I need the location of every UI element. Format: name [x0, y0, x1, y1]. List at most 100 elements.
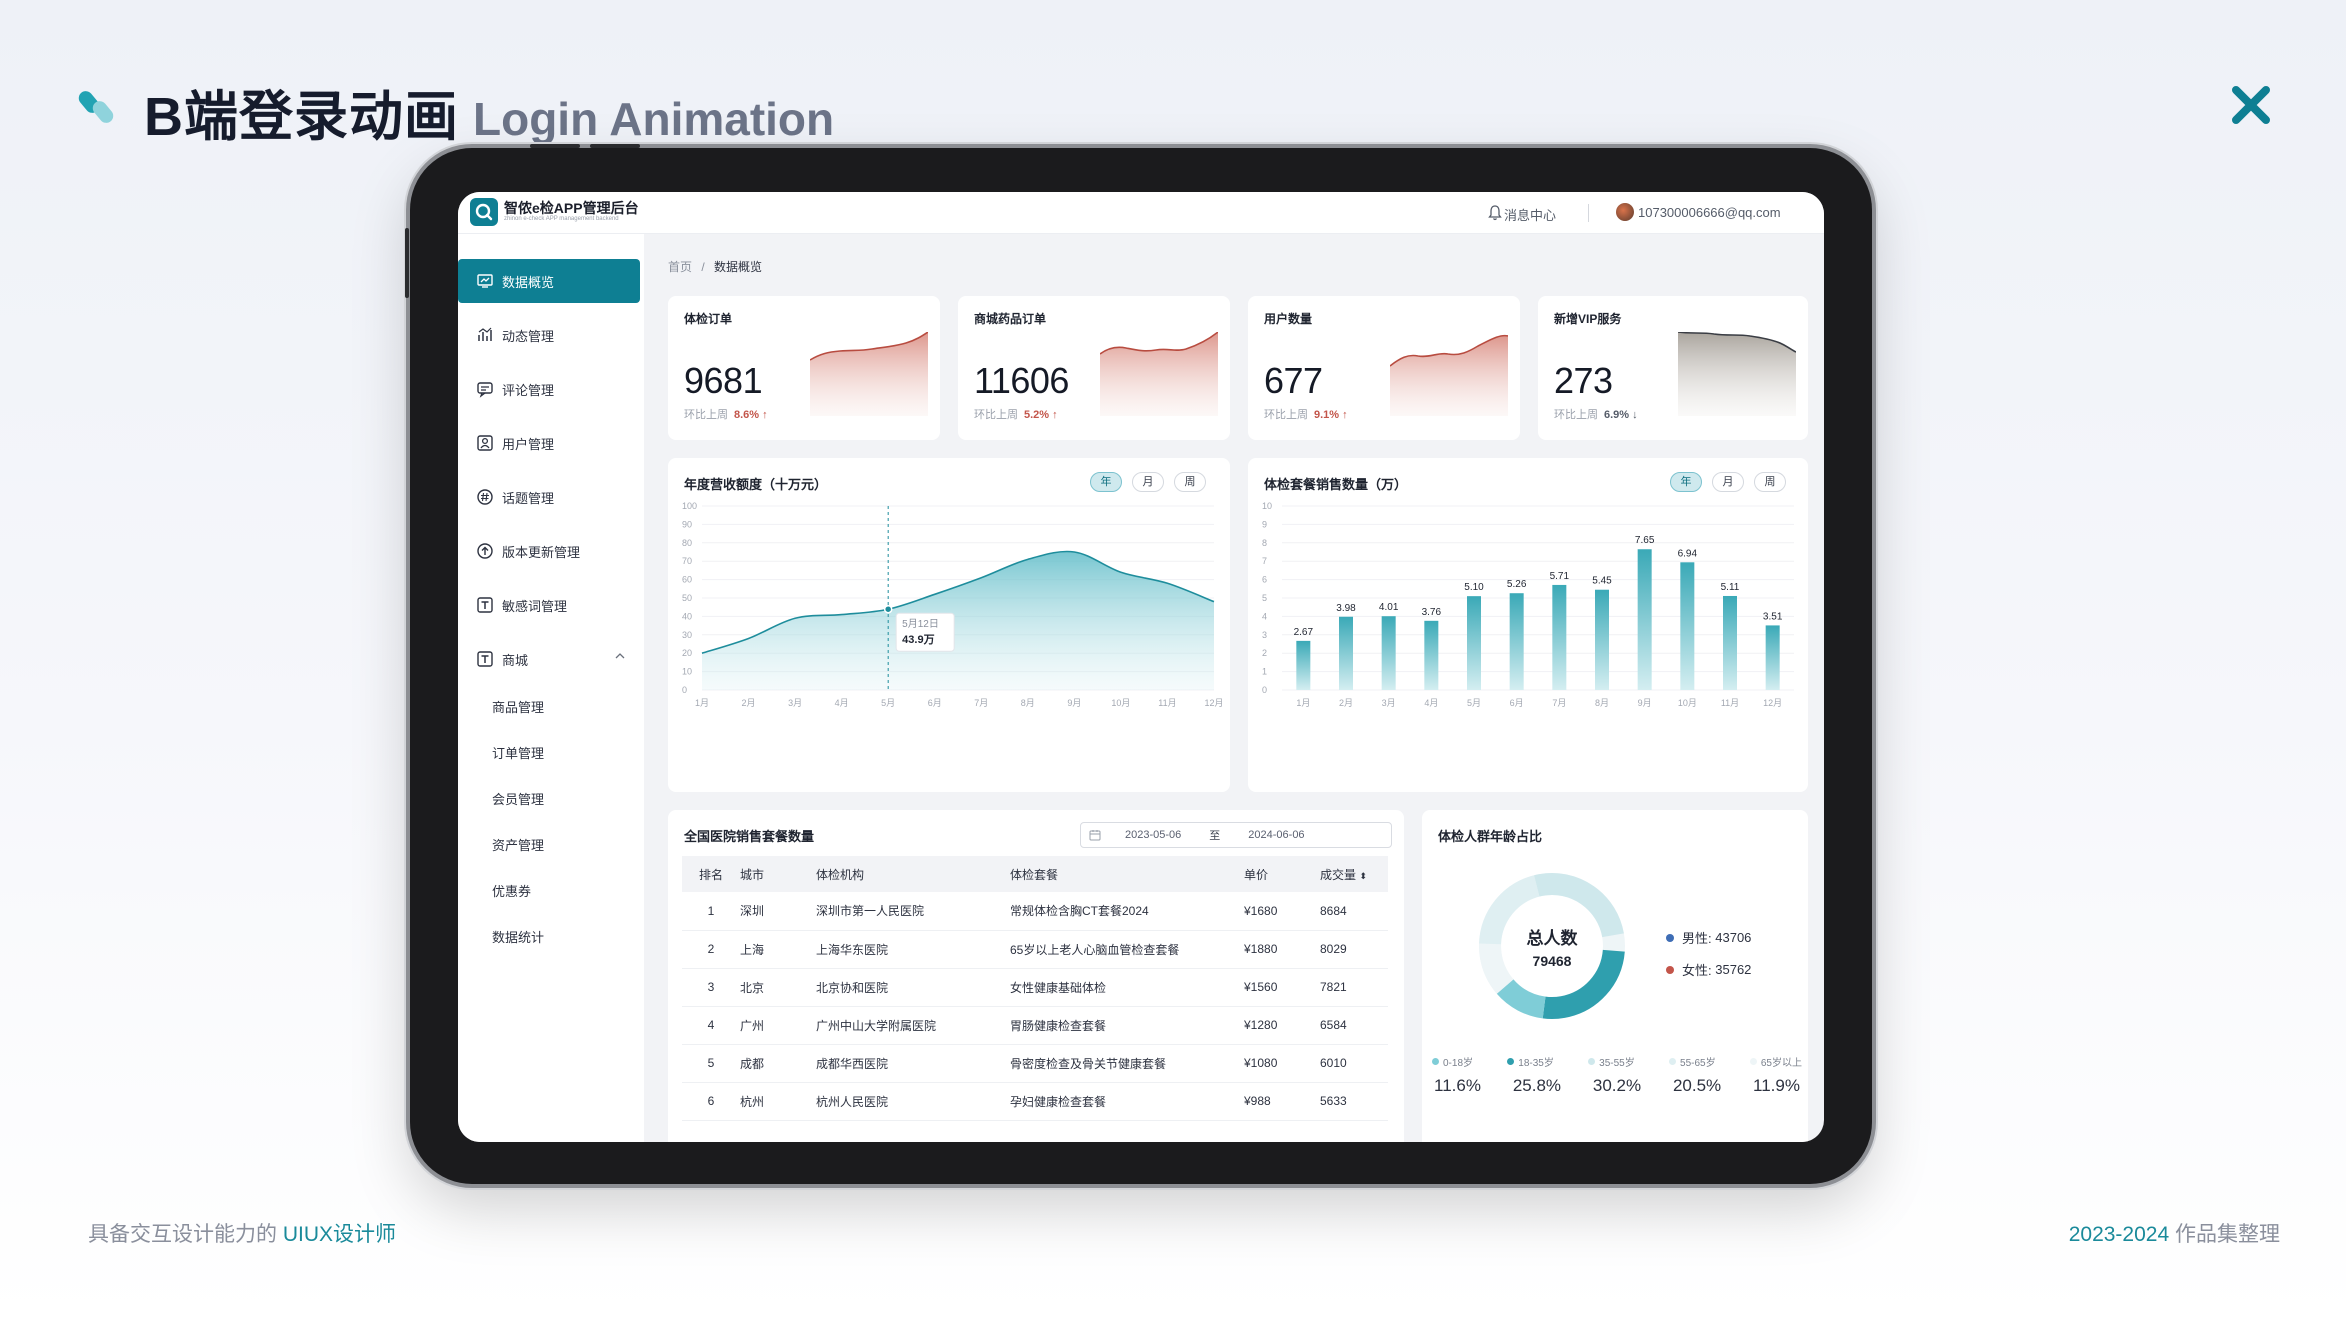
kpi-value: 9681 [684, 360, 763, 401]
y-tick-label: 80 [682, 538, 692, 548]
sidebar-subitem-members[interactable]: 会员管理 [492, 792, 545, 807]
close-icon[interactable] [2228, 82, 2274, 128]
donut-slice [1479, 873, 1625, 1019]
dashboard-icon [476, 272, 494, 290]
bar [1424, 620, 1439, 690]
age-legend-item: 0-18岁 [1432, 1054, 1473, 1069]
x-tick-label: 7月 [974, 698, 988, 708]
tablet-top-button [530, 144, 580, 148]
sidebar-item-version-update[interactable]: 版本更新管理 [458, 529, 640, 573]
sidebar-item-comments[interactable]: 评论管理 [458, 367, 640, 411]
data-label: 3.98 [1336, 603, 1356, 614]
tab-week[interactable]: 周 [1174, 472, 1206, 492]
user-email[interactable]: 107300006666@qq.com [1638, 205, 1781, 220]
tablet-frame: 智侬e检APP管理后台 zhinon e-check APP managemen… [405, 144, 1872, 1184]
bar [1381, 616, 1396, 690]
message-center-link[interactable]: 消息中心 [1504, 208, 1557, 223]
period-switch: 年 月 周 [1090, 472, 1206, 492]
date-range-picker[interactable]: 2023-05-06 至 2024-06-06 [1080, 822, 1392, 848]
kpi-sparkline [1390, 334, 1508, 416]
y-tick-label: 5 [1262, 593, 1267, 603]
sidebar: 数据概览 动态管理 评论管理 用户管理 话题管理 版本更新管理 [458, 234, 644, 1142]
app-screen: 智侬e检APP管理后台 zhinon e-check APP managemen… [458, 192, 1824, 1142]
y-tick-label: 70 [682, 556, 692, 566]
y-tick-label: 20 [682, 648, 692, 658]
column-header: 单价 [1244, 856, 1320, 892]
age-legend-item: 18-35岁 [1507, 1054, 1554, 1069]
tab-month[interactable]: 月 [1132, 472, 1164, 492]
table-row[interactable]: 3 北京 北京协和医院 女性健康基础体检 ¥1560 7821 [682, 968, 1388, 1007]
data-label: 5.71 [1550, 571, 1570, 582]
x-tick-label: 12月 [1763, 698, 1782, 708]
x-tick-label: 8月 [1021, 698, 1035, 708]
avatar[interactable] [1616, 203, 1634, 221]
table-row[interactable]: 6 杭州 杭州人民医院 孕妇健康检查套餐 ¥988 5633 [682, 1082, 1388, 1121]
sidebar-subitem-coupons[interactable]: 优惠券 [492, 884, 532, 899]
bar [1509, 593, 1524, 690]
kpi-sparkline [1678, 332, 1796, 416]
y-tick-label: 40 [682, 611, 692, 621]
date-from[interactable]: 2023-05-06 [1125, 829, 1182, 841]
package-sales-chart-card: 体检套餐销售数量（万） 年 月 周 0 1 2 3 4 5 6 7 8 9 10 2.67 1月 3.98… [1248, 458, 1808, 792]
age-value: 20.5% [1672, 1076, 1722, 1095]
x-tick-label: 3月 [788, 698, 802, 708]
bar [1680, 562, 1695, 690]
kpi-card: 体检订单 9681 环比上周 8.6% ↑ [668, 296, 940, 440]
table-row[interactable]: 2 上海 上海华东医院 65岁以上老人心脑血管检查套餐 ¥1880 8029 [682, 930, 1388, 969]
app-topbar: 智侬e检APP管理后台 zhinon e-check APP managemen… [458, 192, 1824, 234]
breadcrumb-home[interactable]: 首页 [668, 260, 693, 274]
date-to[interactable]: 2024-06-06 [1248, 829, 1305, 841]
donut-slice [1479, 873, 1625, 1019]
sort-column-header[interactable]: 成交量 ⬍ [1320, 856, 1388, 892]
x-tick-label: 9月 [1067, 698, 1081, 708]
sidebar-subitem-orders[interactable]: 订单管理 [492, 746, 545, 761]
age-value: 11.6% [1434, 1076, 1481, 1095]
sales-table: 排名 城市 体检机构 体检套餐 单价 成交量 ⬍ 1 深圳 深圳市第一人民医院 常规体… [682, 856, 1388, 1121]
kpi-value: 11606 [974, 360, 1069, 401]
sidebar-subitem-assets[interactable]: 资产管理 [492, 838, 545, 853]
tab-year[interactable]: 年 [1670, 472, 1702, 492]
sidebar-item-data-overview[interactable]: 数据概览 [458, 259, 640, 303]
y-tick-label: 4 [1262, 611, 1267, 621]
x-tick-label: 1月 [695, 698, 709, 708]
x-tick-label: 4月 [1424, 698, 1438, 708]
table-row[interactable]: 4 广州 广州中山大学附属医院 胃肠健康检查套餐 ¥1280 6584 [682, 1006, 1388, 1045]
breadcrumb: 首页 / 数据概览 [668, 260, 763, 274]
table-title: 全国医院销售套餐数量 [684, 829, 815, 844]
tab-year[interactable]: 年 [1090, 472, 1122, 492]
sidebar-item-mall[interactable]: 商城 [458, 637, 640, 681]
table-row[interactable]: 1 深圳 深圳市第一人民医院 常规体检含胸CT套餐2024 ¥1680 8684 [682, 892, 1388, 931]
y-tick-label: 10 [1262, 501, 1272, 511]
calendar-icon [1089, 830, 1101, 841]
age-distribution-card: 体检人群年龄占比 总人数 79468 男性: 43706 女性: 35762 0-… [1422, 810, 1808, 1142]
period-switch: 年 月 周 [1670, 472, 1786, 492]
x-tick-label: 5月 [1467, 698, 1481, 708]
table-row[interactable]: 5 成都 成都华西医院 骨密度检查及骨关节健康套餐 ¥1080 6010 [682, 1044, 1388, 1083]
data-label: 3.76 [1422, 607, 1442, 618]
sort-icon[interactable]: ⬍ [1359, 870, 1367, 881]
app-name: 智侬e检APP管理后台 [504, 200, 639, 216]
chart-title: 年度营收额度（十万元） [684, 477, 828, 492]
chevron-up-icon[interactable] [614, 652, 626, 660]
x-tick-label: 2月 [1339, 698, 1353, 708]
x-tick-label: 12月 [1204, 698, 1223, 708]
sidebar-subitem-statistics[interactable]: 数据统计 [492, 930, 545, 945]
sidebar-item-topics[interactable]: 话题管理 [458, 475, 640, 519]
sidebar-item-dynamics[interactable]: 动态管理 [458, 313, 640, 357]
sidebar-item-sensitive-words[interactable]: 敏感词管理 [458, 583, 640, 627]
store-icon [476, 650, 494, 668]
x-tick-label: 2月 [742, 698, 756, 708]
sidebar-item-users[interactable]: 用户管理 [458, 421, 640, 465]
x-tick-label: 7月 [1552, 698, 1566, 708]
bell-icon[interactable] [1488, 205, 1502, 221]
topbar-divider [1588, 204, 1589, 222]
age-legend-item: 55-65岁 [1669, 1054, 1716, 1069]
sidebar-subitem-products[interactable]: 商品管理 [492, 700, 545, 715]
tab-month[interactable]: 月 [1712, 472, 1744, 492]
bar [1467, 596, 1481, 690]
bar [1339, 616, 1353, 690]
y-tick-label: 7 [1262, 556, 1267, 566]
kpi-card: 用户数量 677 环比上周 9.1% ↑ [1248, 296, 1520, 440]
data-label: 3.51 [1763, 611, 1783, 622]
tab-week[interactable]: 周 [1754, 472, 1786, 492]
